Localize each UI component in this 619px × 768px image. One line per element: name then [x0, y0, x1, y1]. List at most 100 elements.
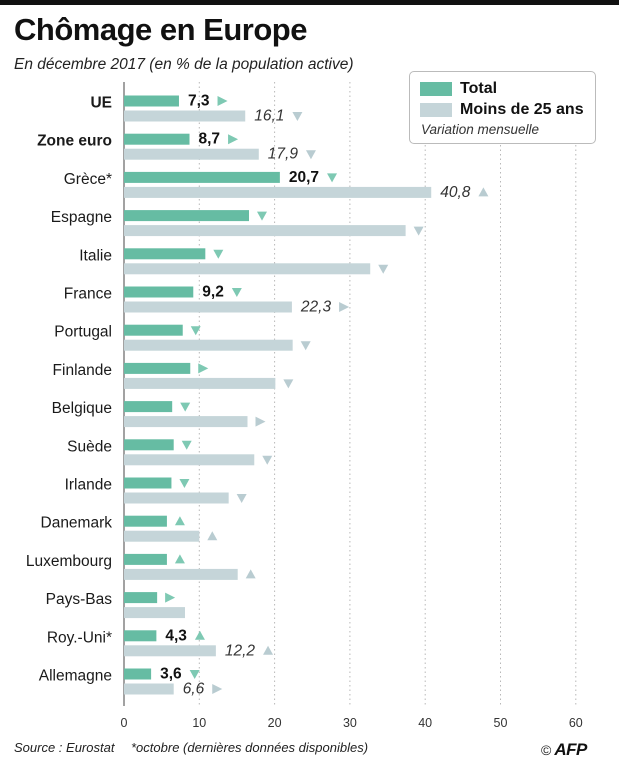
footnote: *octobre (dernières données disponibles)	[131, 740, 369, 755]
variation-arrow-total	[165, 592, 176, 603]
data-label-total: 4,3	[165, 627, 187, 644]
credit: © AFP	[541, 740, 587, 760]
data-label-total: 9,2	[202, 284, 224, 301]
x-tick-label: 50	[494, 716, 508, 730]
bar-total	[124, 286, 194, 298]
variation-arrow-youth	[283, 379, 294, 389]
legend-label-youth: Moins de 25 ans	[460, 101, 584, 118]
category-label: UE	[90, 95, 112, 112]
variation-arrow-youth	[339, 302, 350, 312]
bar-youth	[124, 377, 276, 389]
variation-arrow-youth	[212, 684, 223, 694]
bar-youth	[124, 110, 246, 122]
bar-chart: 7,316,18,717,920,740,89,222,34,312,23,66…	[26, 82, 583, 730]
category-label: Irlande	[65, 477, 112, 494]
category-label: Grèce*	[64, 171, 112, 188]
bar-total	[124, 630, 157, 642]
legend-swatch-youth	[420, 103, 452, 117]
variation-arrow-total	[327, 173, 338, 183]
copyright-symbol: ©	[541, 742, 552, 758]
data-label-total: 3,6	[160, 666, 182, 683]
variation-arrow-youth	[478, 187, 489, 197]
variation-arrow-total	[189, 670, 200, 679]
bar-youth	[124, 568, 238, 580]
bar-total	[124, 210, 249, 222]
bar-total	[124, 668, 152, 680]
afp-logo: AFP	[554, 740, 587, 759]
bar-youth	[124, 301, 292, 313]
category-label: Allemagne	[39, 668, 112, 685]
variation-arrow-youth	[262, 455, 273, 465]
bar-total	[124, 248, 206, 260]
category-label: Portugal	[54, 324, 112, 341]
legend-item-total: Total	[420, 79, 497, 99]
variation-arrow-total	[174, 516, 185, 526]
category-label: Finlande	[53, 362, 112, 379]
legend-item-youth: Moins de 25 ans	[420, 100, 584, 120]
bar-total	[124, 515, 167, 527]
bar-youth	[124, 339, 293, 351]
legend-note: Variation mensuelle	[421, 122, 540, 137]
category-label: France	[64, 286, 112, 303]
x-tick-label: 60	[569, 716, 583, 730]
variation-arrow-youth	[245, 569, 256, 579]
x-axis: 0 10 20 30 40 50 60	[121, 716, 583, 730]
bar-youth	[124, 454, 255, 466]
variation-arrow-total	[194, 630, 205, 640]
category-label: Roy.-Uni*	[47, 629, 112, 646]
variation-arrow-total	[213, 249, 224, 259]
top-bar	[0, 0, 619, 5]
category-label: Danemark	[41, 515, 113, 532]
category-label: Belgique	[52, 400, 112, 417]
data-label-total: 7,3	[188, 93, 210, 110]
variation-arrow-youth	[263, 645, 274, 655]
data-label-youth: 22,3	[300, 299, 332, 316]
bar-youth	[124, 683, 174, 695]
variation-arrow-total	[181, 440, 192, 450]
variation-arrow-youth	[255, 416, 266, 427]
category-label: Zone euro	[37, 133, 112, 150]
data-label-youth: 16,1	[254, 108, 284, 125]
x-tick-label: 0	[121, 716, 128, 730]
variation-arrow-youth	[292, 112, 303, 121]
bar-total	[124, 439, 174, 451]
variation-arrow-total	[180, 402, 191, 412]
bar-total	[124, 477, 172, 489]
variation-arrow-total	[179, 479, 190, 488]
variation-arrow-total	[231, 288, 242, 297]
bar-youth	[124, 186, 432, 198]
bars: 7,3 16,1 8,7 17,9 20,7 40,8 9,2 22,3 4,3 12,2 3,66…	[124, 93, 489, 698]
data-label-youth: 6,6	[183, 681, 205, 698]
category-label: Italie	[79, 247, 112, 264]
variation-arrow-total	[174, 554, 185, 564]
variation-arrow-total	[217, 96, 228, 106]
x-tick-label: 20	[268, 716, 282, 730]
legend-swatch-total	[420, 82, 452, 96]
bar-total	[124, 362, 191, 374]
bar-youth	[124, 607, 185, 619]
bar-youth	[124, 492, 229, 504]
variation-arrow-youth	[300, 341, 311, 351]
x-tick-label: 10	[192, 716, 206, 730]
bar-youth	[124, 148, 259, 160]
category-label: Luxembourg	[26, 553, 112, 570]
source-note: Source : Eurostat	[14, 740, 115, 755]
bar-total	[124, 592, 158, 604]
x-tick-label: 40	[418, 716, 432, 730]
legend-label-total: Total	[460, 80, 498, 97]
variation-arrow-total	[198, 363, 209, 374]
data-label-youth: 40,8	[440, 184, 471, 201]
variation-arrow-youth	[236, 494, 247, 503]
category-labels: UE Zone euro Grèce* Espagne Italie France Port…	[26, 95, 112, 685]
legend: Total Moins de 25 ans Variation mensuell…	[409, 71, 596, 144]
x-tick-label: 30	[343, 716, 357, 730]
gridlines	[123, 82, 577, 706]
variation-arrow-total	[190, 326, 201, 336]
bar-total	[124, 401, 173, 413]
bar-total	[124, 171, 280, 183]
bar-total	[124, 133, 190, 145]
category-label: Pays-Bas	[46, 591, 113, 608]
bar-youth	[124, 416, 248, 428]
category-label: Suède	[67, 438, 112, 455]
bar-total	[124, 324, 183, 336]
